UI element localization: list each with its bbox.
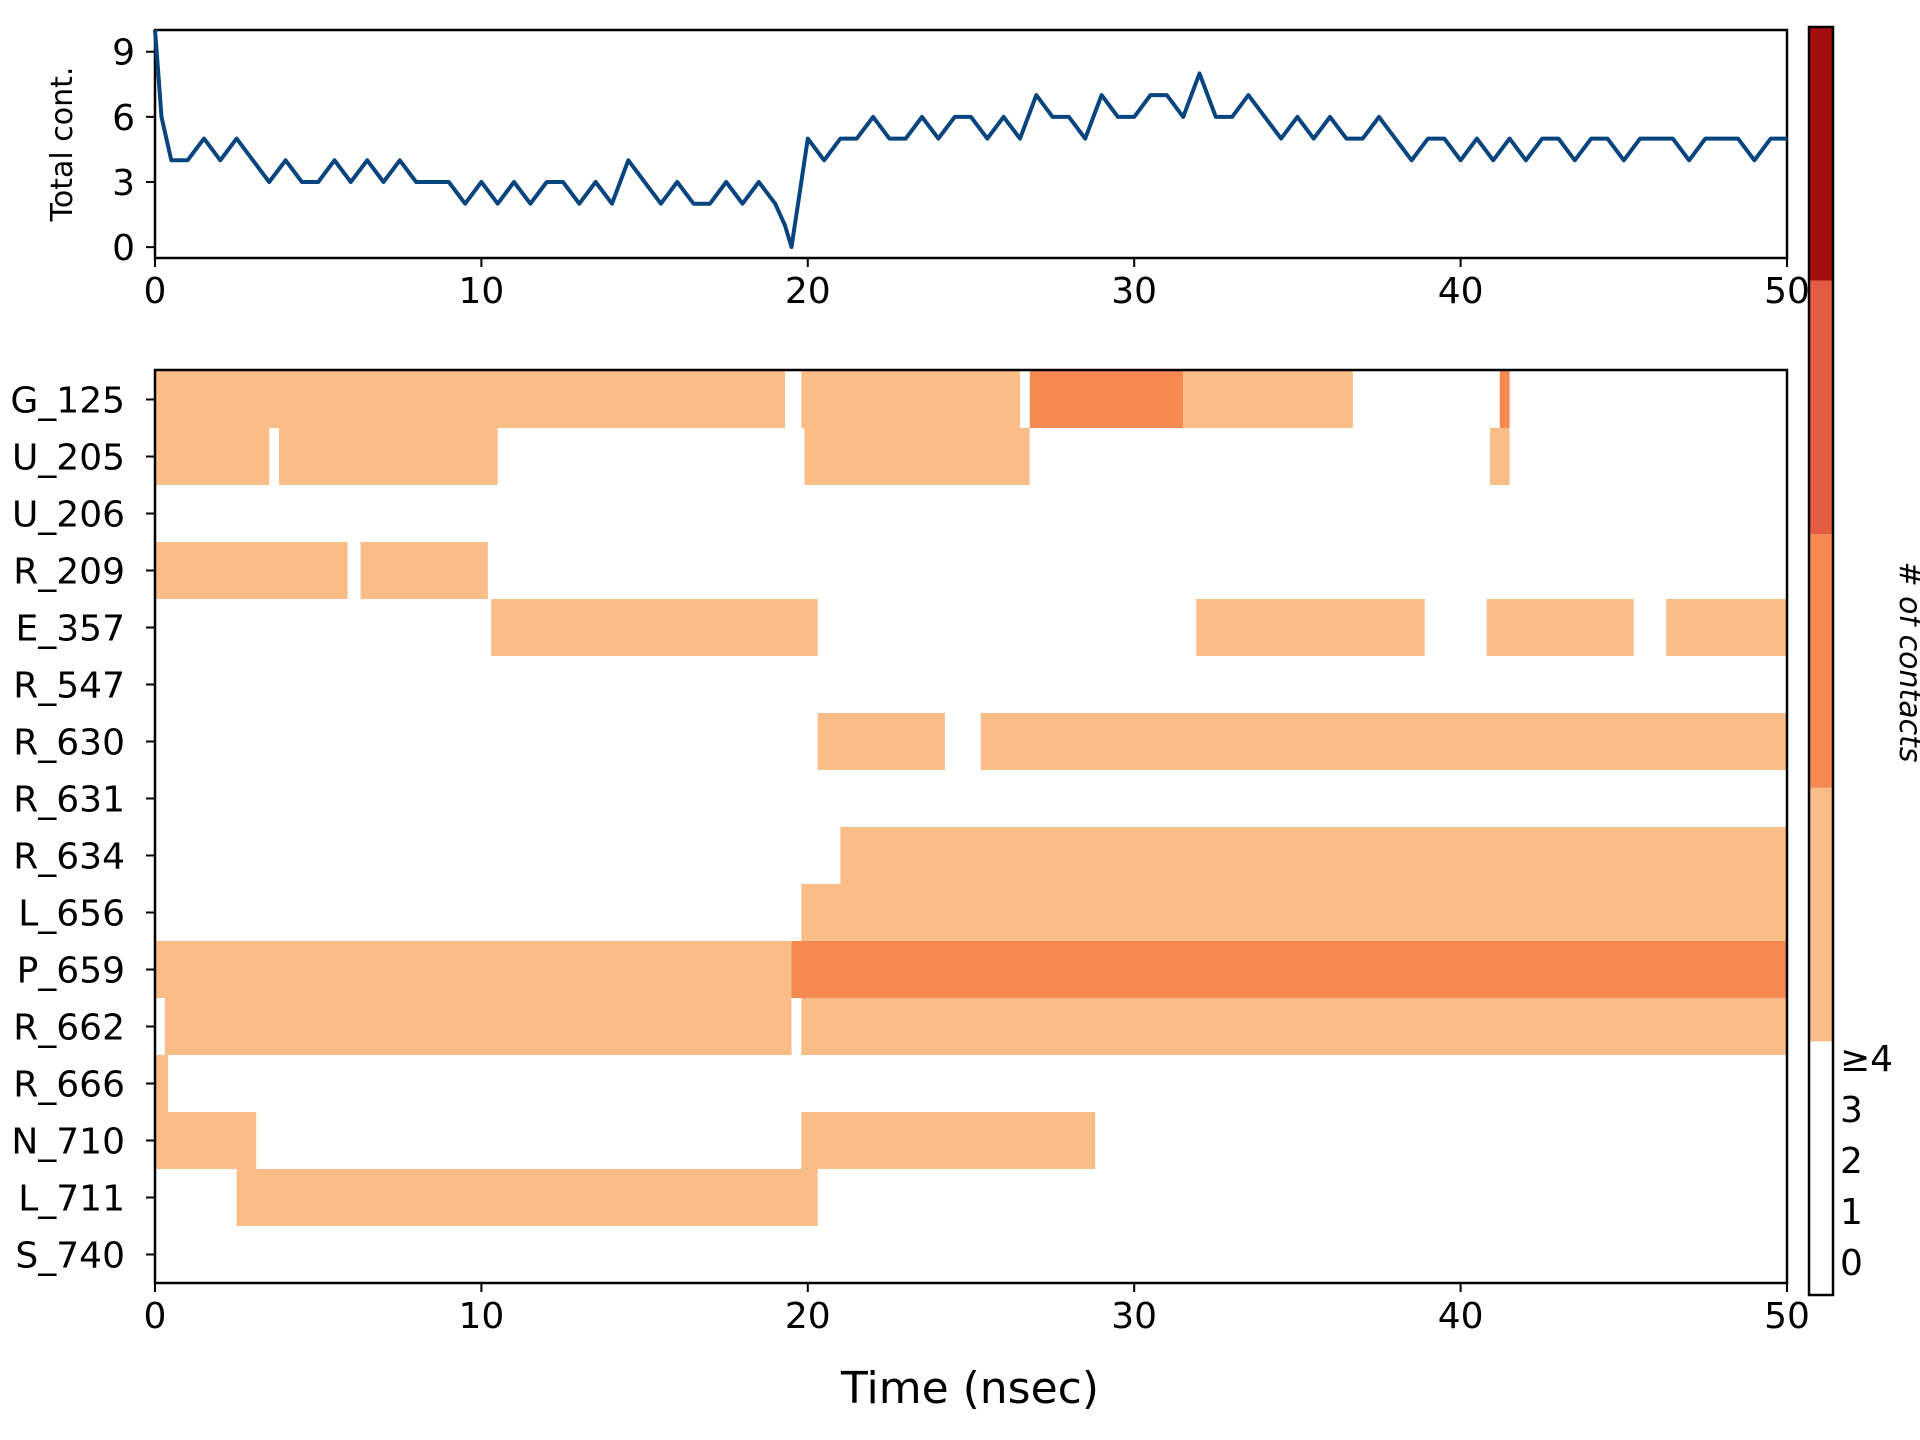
- heatmap-row-label: L_711: [18, 1179, 125, 1220]
- top-y-tick-label: 9: [112, 33, 135, 74]
- colorbar-blocks: [1809, 27, 1833, 1295]
- heatmap-cell: [155, 542, 348, 599]
- colorbar-label: # of contacts: [1892, 561, 1920, 762]
- colorbar-tick-label: ≥4: [1840, 1039, 1893, 1080]
- heatmap-row-label: R_634: [13, 837, 125, 878]
- heatmap-row-label: R_630: [13, 723, 125, 764]
- heatmap-cells-layer: [155, 371, 1787, 1226]
- top-x-tick-label: 0: [144, 271, 167, 312]
- heatmap-cell: [1490, 428, 1510, 485]
- heatmap-cell: [1196, 599, 1425, 656]
- colorbar-block: [1809, 787, 1833, 1042]
- heatmap-cell: [804, 428, 1030, 485]
- heatmap-cell: [155, 428, 270, 485]
- colorbar-block: [1809, 534, 1833, 788]
- colorbar-block: [1809, 27, 1833, 281]
- colorbar-tick-label: 3: [1840, 1090, 1863, 1131]
- heatmap-row-label: S_740: [15, 1236, 125, 1277]
- heatmap-x-tick-label: 30: [1111, 1296, 1157, 1337]
- top-x-tick-label: 40: [1438, 271, 1484, 312]
- top-y-ticks: 0 3 6 9: [112, 33, 155, 269]
- heatmap-cell: [164, 998, 792, 1055]
- heatmap-row-label: L_656: [18, 894, 125, 935]
- top-x-tick-label: 10: [458, 271, 504, 312]
- heatmap-cell: [236, 1169, 818, 1226]
- heatmap-row-label: R_662: [13, 1008, 125, 1049]
- heatmap-row-label: G_125: [10, 381, 125, 422]
- top-y-tick-label: 6: [112, 98, 135, 139]
- top-y-axis-label: Total cont.: [45, 67, 80, 223]
- heatmap-cell: [1029, 371, 1184, 428]
- heatmap-cell: [491, 599, 818, 656]
- heatmap-cell: [360, 542, 488, 599]
- heatmap-x-axis-label: Time (nsec): [840, 1363, 1099, 1414]
- colorbar-tick-label: 0: [1840, 1243, 1863, 1284]
- heatmap-x-tick-label: 10: [458, 1296, 504, 1337]
- total-contacts-panel: 0 10 20 30 40 50 0 3 6 9 Total cont.: [45, 28, 1810, 312]
- heatmap-cell: [1183, 371, 1353, 428]
- heatmap-x-ticks: 0 10 20 30 40 50: [144, 1283, 1810, 1337]
- top-y-tick-label: 3: [112, 163, 135, 204]
- colorbar-frame: [1807, 25, 1835, 1297]
- heatmap-cell: [801, 998, 1787, 1055]
- top-y-tick-label: 0: [112, 228, 135, 269]
- heatmap-row-label: R_209: [13, 552, 125, 593]
- colorbar-block: [1809, 280, 1833, 535]
- heatmap-cell: [801, 371, 1020, 428]
- top-plot-frame: [153, 28, 1789, 260]
- heatmap-cell: [279, 428, 498, 485]
- heatmap-cell: [1499, 371, 1510, 428]
- colorbar-block: [1809, 1041, 1833, 1295]
- colorbar-tick-label: 1: [1840, 1192, 1863, 1233]
- heatmap-cell: [791, 941, 1787, 998]
- colorbar-ticks: 0 1 2 3 ≥4: [1840, 1039, 1893, 1284]
- heatmap-cell: [155, 1055, 169, 1112]
- heatmap-row-label: E_357: [16, 609, 125, 650]
- heatmap-cell: [801, 884, 1787, 941]
- heatmap-x-tick-label: 50: [1764, 1296, 1810, 1337]
- total-contacts-series-line: [153, 29, 1787, 250]
- top-x-tick-label: 20: [785, 271, 831, 312]
- heatmap-row-label: U_206: [12, 495, 125, 536]
- heatmap-x-tick-label: 0: [144, 1296, 167, 1337]
- heatmap-cell: [801, 1112, 1096, 1169]
- heatmap-cell: [1666, 599, 1787, 656]
- contacts-heatmap-panel: 0 10 20 30 40 50 G_125 U_205 U_206 R_209 E_357 R_5…: [10, 368, 1810, 1414]
- heatmap-row-label: R_631: [13, 780, 125, 821]
- heatmap-cell: [817, 713, 945, 770]
- heatmap-row-label: R_547: [13, 666, 125, 707]
- heatmap-row-label: R_666: [13, 1065, 125, 1106]
- heatmap-cell: [840, 827, 1787, 884]
- colorbar: 0 1 2 3 ≥4 # of contacts: [1807, 25, 1920, 1297]
- heatmap-cell: [1486, 599, 1634, 656]
- heatmap-row-label: N_710: [11, 1122, 125, 1163]
- top-x-ticks: 0 10 20 30 40 50: [144, 258, 1810, 312]
- top-x-tick-label: 30: [1111, 271, 1157, 312]
- heatmap-row-label: U_205: [12, 438, 125, 479]
- heatmap-x-tick-label: 40: [1438, 1296, 1484, 1337]
- total-contacts-line-layer: [153, 29, 1787, 250]
- heatmap-row-labels: G_125 U_205 U_206 R_209 E_357 R_547 R_630 R_631…: [10, 381, 155, 1277]
- colorbar-tick-label: 2: [1840, 1141, 1863, 1182]
- heatmap-cell: [155, 1112, 257, 1169]
- heatmap-cell: [155, 941, 792, 998]
- top-x-tick-label: 50: [1764, 271, 1810, 312]
- heatmap-row-label: P_659: [17, 951, 125, 992]
- heatmap-x-tick-label: 20: [785, 1296, 831, 1337]
- heatmap-cell: [155, 371, 785, 428]
- heatmap-frame: [153, 368, 1789, 1285]
- heatmap-cell: [980, 713, 1787, 770]
